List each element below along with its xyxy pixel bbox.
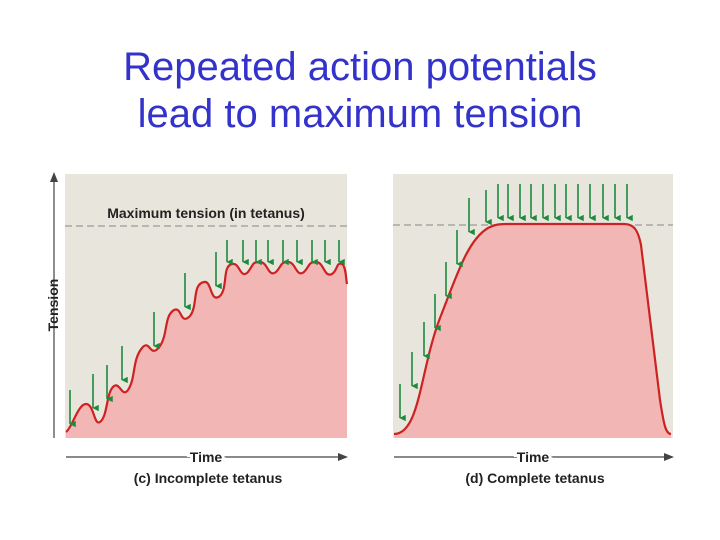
- panel-d-x-axis-label: Time: [517, 449, 550, 465]
- slide-title-line-1: Repeated action potentials: [123, 45, 597, 89]
- panel-c-x-axis-arrowhead: [338, 453, 348, 461]
- panel-c-stimulus-arrows: [69, 240, 345, 428]
- y-axis-label: Tension: [45, 279, 61, 332]
- panel-d-tension-fill: [394, 224, 671, 438]
- slide-title: Repeated action potentials lead to maxim…: [0, 44, 720, 138]
- y-axis-arrowhead: [50, 172, 58, 182]
- panel-c-x-axis-label: Time: [190, 449, 223, 465]
- panel-d-tension-curve: [393, 222, 672, 436]
- panel-d-x-axis-arrowhead: [664, 453, 674, 461]
- panel-d-stimulus-arrows: [399, 184, 633, 422]
- panel-c-caption: (c) Incomplete tetanus: [134, 470, 283, 486]
- max-tension-label: Maximum tension (in tetanus): [107, 205, 305, 221]
- panel-c-tension-fill: [66, 262, 347, 438]
- slide-title-line-2: lead to maximum tension: [137, 92, 583, 136]
- panel-c-tension-curve: [65, 260, 349, 433]
- panel-d-caption: (d) Complete tetanus: [465, 470, 604, 486]
